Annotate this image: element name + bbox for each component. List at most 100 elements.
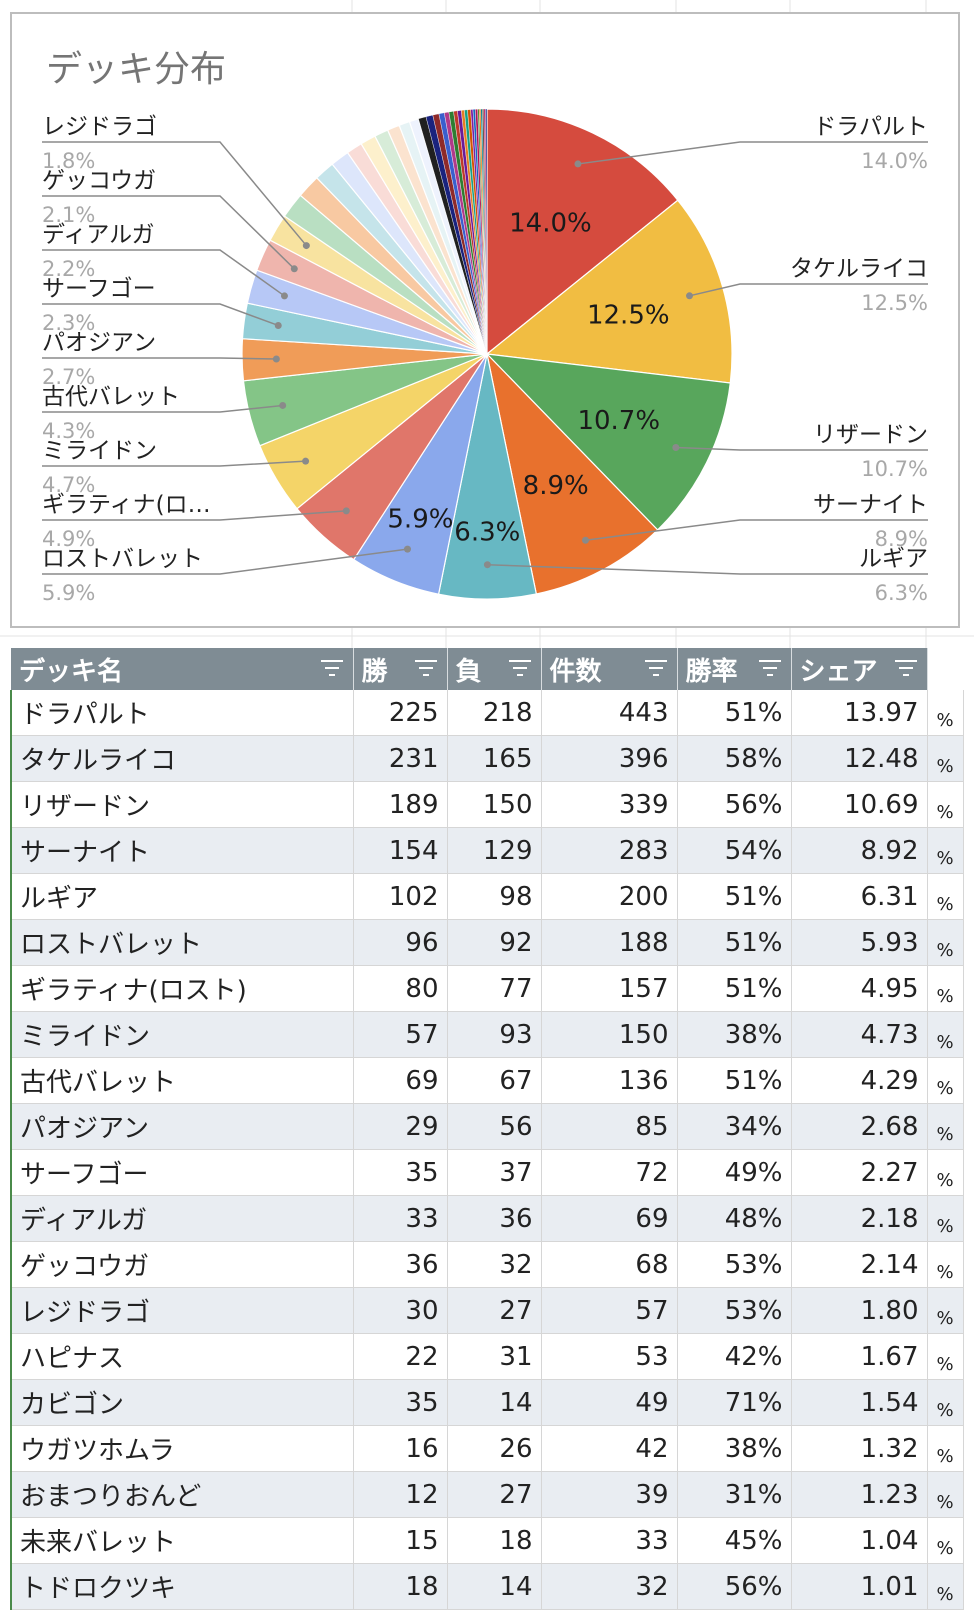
cell-rate[interactable]: 42% [677, 1333, 792, 1380]
table-row[interactable]: ハピナス 22 31 53 42% 1.67% [10, 1333, 964, 1380]
cell-percent-sign[interactable]: % [927, 1287, 964, 1334]
pie-slice[interactable] [485, 199, 733, 384]
cell-lose[interactable]: 37 [447, 1149, 542, 1196]
cell-name[interactable]: ドラパルト [10, 690, 354, 736]
cell-rate[interactable]: 51% [677, 965, 792, 1012]
cell-name[interactable]: 古代バレット [10, 1057, 354, 1104]
cell-share[interactable]: 2.14 [791, 1241, 928, 1288]
cell-rate[interactable]: 51% [677, 1057, 792, 1104]
cell-percent-sign[interactable]: % [927, 1103, 964, 1150]
table-row[interactable]: タケルライコ 231 165 396 58% 12.48% [10, 735, 964, 782]
header-deck-name[interactable]: デッキ名 [11, 648, 354, 690]
cell-count[interactable]: 157 [541, 965, 678, 1012]
cell-name[interactable]: ミライドン [10, 1011, 354, 1058]
header-share[interactable]: シェア [791, 648, 928, 690]
cell-lose[interactable]: 129 [447, 827, 542, 874]
cell-rate[interactable]: 71% [677, 1379, 792, 1426]
cell-share[interactable]: 1.80 [791, 1287, 928, 1334]
cell-count[interactable]: 57 [541, 1287, 678, 1334]
table-row[interactable]: おまつりおんど 12 27 39 31% 1.23% [10, 1471, 964, 1518]
cell-percent-sign[interactable]: % [927, 827, 964, 874]
cell-share[interactable]: 2.27 [791, 1149, 928, 1196]
cell-name[interactable]: トドロクツキ [10, 1563, 354, 1610]
cell-win[interactable]: 154 [353, 827, 448, 874]
cell-share[interactable]: 10.69 [791, 781, 928, 828]
cell-win[interactable]: 33 [353, 1195, 448, 1242]
cell-percent-sign[interactable]: % [927, 690, 964, 736]
cell-win[interactable]: 22 [353, 1333, 448, 1380]
header-count[interactable]: 件数 [541, 648, 678, 690]
cell-count[interactable]: 68 [541, 1241, 678, 1288]
cell-percent-sign[interactable]: % [927, 1563, 964, 1610]
cell-percent-sign[interactable]: % [927, 735, 964, 782]
cell-name[interactable]: リザードン [10, 781, 354, 828]
pie-slice[interactable] [486, 108, 679, 356]
cell-percent-sign[interactable]: % [927, 1149, 964, 1196]
cell-share[interactable]: 1.67 [791, 1333, 928, 1380]
cell-win[interactable]: 30 [353, 1287, 448, 1334]
cell-rate[interactable]: 49% [677, 1149, 792, 1196]
cell-count[interactable]: 33 [541, 1517, 678, 1564]
cell-name[interactable]: ディアルガ [10, 1195, 354, 1242]
cell-share[interactable]: 8.92 [791, 827, 928, 874]
cell-share[interactable]: 6.31 [791, 873, 928, 920]
cell-lose[interactable]: 14 [447, 1379, 542, 1426]
cell-percent-sign[interactable]: % [927, 1379, 964, 1426]
cell-count[interactable]: 72 [541, 1149, 678, 1196]
table-row[interactable]: ディアルガ 33 36 69 48% 2.18% [10, 1195, 964, 1242]
cell-name[interactable]: ルギア [10, 873, 354, 920]
filter-icon[interactable] [508, 660, 531, 678]
cell-count[interactable]: 188 [541, 919, 678, 966]
cell-rate[interactable]: 54% [677, 827, 792, 874]
cell-name[interactable]: ギラティナ(ロスト) [10, 965, 354, 1012]
cell-share[interactable]: 12.48 [791, 735, 928, 782]
cell-lose[interactable]: 32 [447, 1241, 542, 1288]
cell-count[interactable]: 396 [541, 735, 678, 782]
cell-count[interactable]: 150 [541, 1011, 678, 1058]
table-row[interactable]: ウガツホムラ 16 26 42 38% 1.32% [10, 1425, 964, 1472]
cell-count[interactable]: 49 [541, 1379, 678, 1426]
cell-win[interactable]: 96 [353, 919, 448, 966]
pie-slice-minor[interactable] [485, 108, 488, 355]
cell-count[interactable]: 85 [541, 1103, 678, 1150]
cell-win[interactable]: 16 [353, 1425, 448, 1472]
cell-name[interactable]: ゲッコウガ [10, 1241, 354, 1288]
cell-count[interactable]: 283 [541, 827, 678, 874]
table-row[interactable]: カビゴン 35 14 49 71% 1.54% [10, 1379, 964, 1426]
cell-lose[interactable]: 77 [447, 965, 542, 1012]
cell-name[interactable]: サーフゴー [10, 1149, 354, 1196]
cell-share[interactable]: 4.95 [791, 965, 928, 1012]
cell-name[interactable]: タケルライコ [10, 735, 354, 782]
cell-lose[interactable]: 27 [447, 1471, 542, 1518]
header-win[interactable]: 勝 [353, 648, 448, 690]
cell-percent-sign[interactable]: % [927, 1195, 964, 1242]
cell-percent-sign[interactable]: % [927, 1057, 964, 1104]
table-row[interactable]: ルギア 102 98 200 51% 6.31% [10, 873, 964, 920]
pie-chart-panel[interactable]: デッキ分布 14.0% 12.5% 10.7% 8.9% 6.3% 5.9% ドラパルト 14… [10, 12, 960, 628]
cell-rate[interactable]: 38% [677, 1011, 792, 1058]
table-row[interactable]: ゲッコウガ 36 32 68 53% 2.14% [10, 1241, 964, 1288]
cell-rate[interactable]: 48% [677, 1195, 792, 1242]
table-row[interactable]: ミライドン 57 93 150 38% 4.73% [10, 1011, 964, 1058]
cell-win[interactable]: 18 [353, 1563, 448, 1610]
filter-icon[interactable] [894, 660, 917, 678]
cell-percent-sign[interactable]: % [927, 1517, 964, 1564]
cell-win[interactable]: 35 [353, 1379, 448, 1426]
filter-icon[interactable] [758, 660, 781, 678]
table-row[interactable]: トドロクツキ 18 14 32 56% 1.01% [10, 1563, 964, 1610]
cell-name[interactable]: カビゴン [10, 1379, 354, 1426]
cell-count[interactable]: 443 [541, 690, 678, 736]
cell-percent-sign[interactable]: % [927, 965, 964, 1012]
pie-slice[interactable] [485, 353, 731, 531]
cell-count[interactable]: 42 [541, 1425, 678, 1472]
cell-rate[interactable]: 34% [677, 1103, 792, 1150]
cell-win[interactable]: 12 [353, 1471, 448, 1518]
cell-share[interactable]: 2.68 [791, 1103, 928, 1150]
cell-rate[interactable]: 58% [677, 735, 792, 782]
cell-percent-sign[interactable]: % [927, 1333, 964, 1380]
cell-lose[interactable]: 92 [447, 919, 542, 966]
cell-lose[interactable]: 31 [447, 1333, 542, 1380]
cell-lose[interactable]: 18 [447, 1517, 542, 1564]
cell-percent-sign[interactable]: % [927, 781, 964, 828]
filter-icon[interactable] [644, 660, 667, 678]
